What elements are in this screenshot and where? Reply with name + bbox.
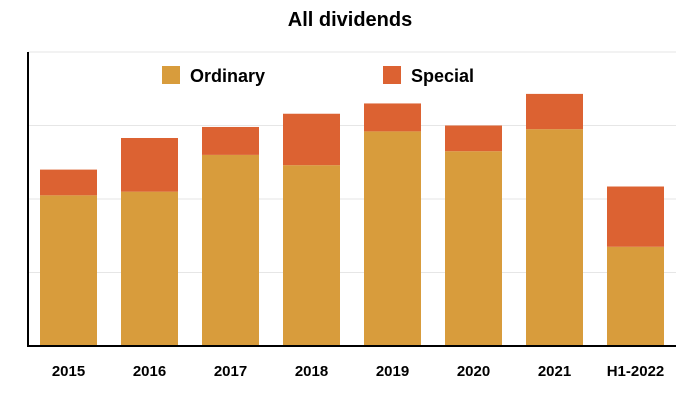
x-tick-label: 2015 bbox=[52, 363, 85, 380]
bar-special-2015 bbox=[40, 169, 97, 196]
legend-label-special: Special bbox=[411, 66, 474, 86]
legend-swatch-special bbox=[383, 66, 401, 84]
bar-special-2016 bbox=[121, 137, 178, 192]
bar-ordinary-2021 bbox=[526, 129, 583, 346]
bar-ordinary-2019 bbox=[364, 131, 421, 346]
legend-swatch-ordinary bbox=[162, 66, 180, 84]
x-tick-label: 2021 bbox=[538, 363, 571, 380]
bar-ordinary-2015 bbox=[40, 195, 97, 346]
bar-special-2020 bbox=[445, 125, 502, 152]
x-tick-label: 2019 bbox=[376, 363, 409, 380]
bar-ordinary-2018 bbox=[283, 165, 340, 346]
x-axis-ticks: 2015 2016 2017 2018 2019 2020 2021 H1-2022 bbox=[52, 363, 664, 380]
x-tick-label: H1-2022 bbox=[607, 363, 665, 380]
x-tick-label: 2017 bbox=[214, 363, 247, 380]
bar-special-2017 bbox=[202, 126, 259, 155]
bar-special-2019 bbox=[364, 103, 421, 132]
x-tick-label: 2016 bbox=[133, 363, 166, 380]
bar-ordinary-h1-2022 bbox=[607, 246, 664, 346]
bar-special-2018 bbox=[283, 113, 340, 166]
bar-special-h1-2022 bbox=[607, 186, 664, 247]
x-tick-label: 2020 bbox=[457, 363, 490, 380]
bar-ordinary-2020 bbox=[445, 151, 502, 346]
bar-ordinary-2017 bbox=[202, 154, 259, 346]
bar-ordinary-2016 bbox=[121, 191, 178, 346]
chart-title: All dividends bbox=[288, 9, 412, 31]
legend: Ordinary Special bbox=[162, 66, 474, 86]
x-tick-label: 2018 bbox=[295, 363, 328, 380]
bar-special-2021 bbox=[526, 93, 583, 130]
bars-group bbox=[40, 93, 664, 346]
legend-label-ordinary: Ordinary bbox=[190, 66, 265, 86]
